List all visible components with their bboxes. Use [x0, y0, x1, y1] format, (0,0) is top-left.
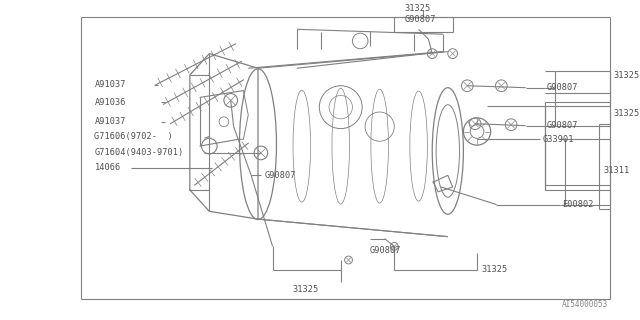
Text: 31325: 31325: [404, 4, 430, 13]
Text: 14066: 14066: [95, 163, 121, 172]
Text: A91037: A91037: [95, 80, 126, 89]
Text: G71606(9702-  ): G71606(9702- ): [95, 132, 173, 141]
Text: G90807: G90807: [547, 83, 579, 92]
Text: G90807: G90807: [370, 246, 401, 255]
Text: G90807: G90807: [265, 171, 296, 180]
Text: A91037: A91037: [95, 117, 126, 126]
Text: E00802: E00802: [562, 200, 593, 209]
Text: G90807: G90807: [405, 15, 436, 24]
Text: 31311: 31311: [604, 166, 630, 175]
Text: G33901: G33901: [542, 135, 573, 144]
Text: A91036: A91036: [95, 98, 126, 107]
Text: 31325: 31325: [613, 70, 639, 80]
Text: 31325: 31325: [613, 109, 639, 118]
Text: AI54000053: AI54000053: [562, 300, 609, 309]
Text: G90807: G90807: [547, 121, 579, 130]
Text: 31325: 31325: [292, 285, 318, 294]
Text: 31325: 31325: [482, 265, 508, 274]
Text: G71604(9403-9701): G71604(9403-9701): [95, 148, 184, 157]
